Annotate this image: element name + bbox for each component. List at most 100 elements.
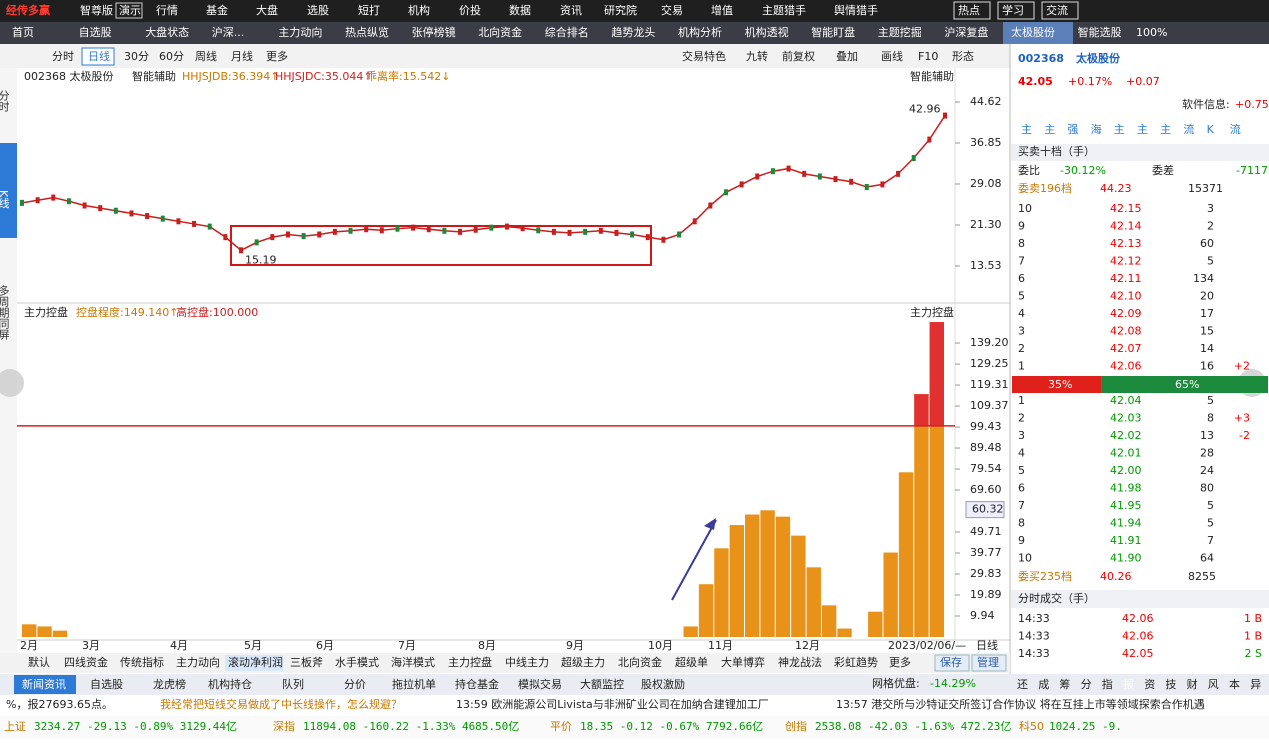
tab[interactable]: 大盘状态 (145, 25, 189, 39)
indicator-tab[interactable]: 主力控盘 (448, 655, 492, 669)
menu-item[interactable]: 资讯 (560, 4, 582, 17)
tab[interactable]: 综合排名 (545, 25, 589, 39)
info-tab[interactable]: 自选股 (90, 678, 123, 691)
info-tab[interactable]: 拖拉机单 (392, 677, 436, 691)
period[interactable]: 30分 (124, 50, 149, 63)
indicator-tab[interactable]: 北向资金 (618, 655, 662, 669)
tool[interactable]: 叠加 (836, 50, 858, 63)
tool[interactable]: F10 (918, 50, 938, 63)
news[interactable]: 我经常把短线交易做成了中长线操作，怎么规避？ (160, 697, 402, 711)
tab[interactable]: 机构分析 (678, 25, 722, 39)
menu-right[interactable]: 学习 (1002, 3, 1024, 17)
side-icon[interactable]: 风 (1208, 678, 1219, 691)
tool[interactable]: 交易特色 (682, 49, 726, 63)
menu-item[interactable]: 数据 (509, 3, 531, 17)
indicator-tab[interactable]: 中线主力 (505, 655, 549, 669)
tab[interactable]: 趋势龙头 (611, 26, 655, 39)
indicator-tab[interactable]: 更多 (889, 655, 911, 669)
tool[interactable]: 画线 (881, 49, 903, 63)
info-tab[interactable]: 模拟交易 (518, 677, 562, 691)
side-tab[interactable]: 分时 (0, 90, 10, 112)
period[interactable]: 周线 (195, 49, 217, 63)
indicator-tab[interactable]: 海洋模式 (391, 655, 435, 669)
quote-icon[interactable]: 流 (1230, 122, 1241, 136)
period[interactable]: 月线 (231, 49, 253, 63)
side-icon[interactable]: 本 (1229, 677, 1240, 691)
side-icon[interactable]: 技 (1165, 678, 1176, 691)
info-tab[interactable]: 股权激励 (641, 677, 685, 691)
indicator-tab[interactable]: 滚动净利润 (228, 655, 283, 669)
quote-icon[interactable]: 强 (1067, 123, 1078, 136)
tool[interactable]: 九转 (746, 49, 768, 63)
quote-icon[interactable]: 主 (1160, 123, 1171, 136)
side-tab[interactable]: K线 (0, 190, 10, 208)
tab[interactable]: 自选股 (79, 26, 112, 39)
info-tab[interactable]: 分价 (344, 678, 366, 691)
quote-icon[interactable]: 主 (1044, 123, 1055, 136)
tab[interactable]: 首页 (12, 25, 34, 39)
quote-icon[interactable]: 主 (1021, 123, 1032, 136)
info-tab[interactable]: 新闻资讯 (22, 677, 66, 691)
quote-icon[interactable]: 流 (1183, 122, 1194, 136)
tab[interactable]: 太极股份 (1011, 25, 1055, 39)
indicator-tab[interactable]: 主力动向 (176, 655, 220, 669)
side-tab[interactable]: 多周期同屏 (0, 284, 10, 341)
menu-item[interactable]: 短打 (358, 3, 380, 17)
quote-icon[interactable]: 主 (1114, 123, 1125, 136)
news[interactable]: 13:59 欧洲能源公司Livista与非洲矿业公司在加纳合建锂加工厂 (456, 697, 769, 711)
menu-item[interactable]: 行情 (156, 4, 178, 17)
tab[interactable]: 张停榜镜 (412, 25, 456, 39)
indicator-tab[interactable]: 大单博弈 (721, 655, 765, 669)
tab[interactable]: 热点纵览 (345, 25, 389, 39)
side-icon[interactable]: 资 (1144, 678, 1155, 691)
tab[interactable]: 机构透视 (745, 25, 789, 39)
tab[interactable]: 主力动向 (278, 25, 322, 39)
indicator-tab[interactable]: 四线资金 (64, 655, 108, 669)
menu-right[interactable]: 热点 (958, 4, 980, 17)
quote-icon[interactable]: 海 (1091, 122, 1102, 136)
tool[interactable]: 形态 (952, 50, 974, 63)
indicator-tab[interactable]: 超级单 (675, 655, 708, 669)
side-icon[interactable]: 报 (1123, 677, 1134, 691)
side-icon[interactable]: 指 (1102, 677, 1113, 691)
indicator-tab[interactable]: 传统指标 (120, 655, 164, 669)
tab[interactable]: 主题挖掘 (878, 25, 922, 39)
quote-icon[interactable]: 主 (1137, 123, 1148, 136)
indicator-tab[interactable]: 管理 (977, 655, 999, 669)
menu-item[interactable]: 舆情猎手 (834, 3, 878, 17)
indicator-tab[interactable]: 神龙战法 (778, 655, 822, 669)
info-tab[interactable]: 队列 (282, 677, 304, 691)
side-icon[interactable]: 财 (1187, 677, 1198, 691)
tab[interactable]: 智能盯盘 (811, 25, 855, 39)
menu-item[interactable]: 大盘 (256, 3, 278, 17)
period[interactable]: 更多 (266, 49, 288, 63)
side-icon[interactable]: 分 (1081, 678, 1092, 691)
menu-item[interactable]: 主题猎手 (762, 3, 806, 17)
indicator-tab[interactable]: 三板斧 (290, 655, 323, 669)
quote-icon[interactable]: K (1207, 123, 1215, 136)
side-icon[interactable]: 成 (1038, 678, 1049, 691)
tab[interactable]: 沪深... (212, 25, 245, 39)
info-tab[interactable]: 龙虎榜 (153, 677, 186, 691)
menu-item[interactable]: 基金 (206, 3, 228, 17)
side-icon[interactable]: 还 (1017, 678, 1028, 691)
news[interactable]: 13:57 港交所与沙特证交所签订合作协议 将在互挂上市等领域探索合作机遇 (836, 697, 1205, 711)
period[interactable]: 60分 (159, 50, 184, 63)
indicator-tab[interactable]: 彩虹趋势 (834, 656, 878, 669)
info-tab[interactable]: 大额监控 (580, 677, 624, 691)
menu-item[interactable]: 研究院 (604, 3, 637, 17)
tab[interactable]: 沪深复盘 (944, 25, 988, 39)
tab[interactable]: 智能选股 (1078, 25, 1122, 39)
indicator-tab[interactable]: 水手模式 (335, 655, 379, 669)
period[interactable]: 分时 (52, 50, 74, 63)
tab[interactable]: 北向资金 (478, 25, 522, 39)
indicator-tab[interactable]: 超级主力 (561, 655, 605, 669)
period[interactable]: 日线 (88, 49, 110, 63)
menu-right[interactable]: 交流 (1046, 3, 1068, 17)
side-icon[interactable]: 异 (1250, 678, 1261, 691)
indicator-tab[interactable]: 保存 (940, 655, 962, 669)
prev-button[interactable] (0, 369, 24, 397)
menu-item[interactable]: 机构 (408, 3, 430, 17)
side-icon[interactable]: 筹 (1059, 677, 1070, 691)
info-tab[interactable]: 持仓基金 (455, 677, 499, 691)
